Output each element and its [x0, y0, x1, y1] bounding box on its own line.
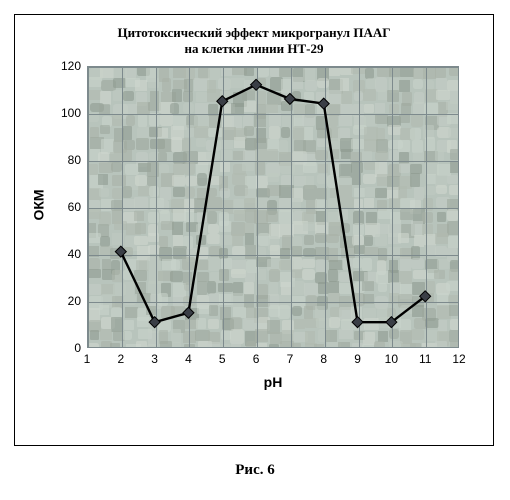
x-tick-label: 11: [419, 352, 431, 366]
y-tick-label: 20: [25, 294, 81, 308]
y-tick-label: 60: [25, 200, 81, 214]
x-tick-label: 1: [84, 352, 91, 366]
y-tick-label: 0: [25, 341, 81, 355]
x-tick-label: 10: [385, 352, 398, 366]
x-tick-label: 7: [287, 352, 294, 366]
data-marker: [284, 93, 295, 104]
x-tick-label: 2: [117, 352, 124, 366]
chart-area: ОКМ 020406080100120 123456789101112 pH: [31, 66, 477, 414]
x-tick-label: 3: [151, 352, 158, 366]
figure-caption: Рис. 6: [0, 462, 510, 479]
y-tick-label: 40: [25, 247, 81, 261]
x-tick-labels: 123456789101112: [87, 348, 459, 368]
x-tick-label: 6: [253, 352, 260, 366]
x-tick-label: 8: [320, 352, 327, 366]
data-marker: [217, 95, 228, 106]
chart-frame: Цитотоксический эффект микрогранул ПААГ …: [14, 14, 494, 446]
x-tick-label: 4: [185, 352, 192, 366]
data-line: [121, 84, 425, 321]
plot-region: [87, 66, 459, 348]
x-tick-label: 12: [452, 352, 465, 366]
chart-title-line2: на клетки линии НТ-29: [184, 41, 323, 56]
x-tick-label: 5: [219, 352, 226, 366]
chart-title: Цитотоксический эффект микрогранул ПААГ …: [31, 25, 477, 58]
x-tick-label: 9: [354, 352, 361, 366]
x-axis-label: pH: [264, 374, 283, 390]
data-marker: [115, 246, 126, 257]
chart-title-line1: Цитотоксический эффект микрогранул ПААГ: [117, 25, 390, 40]
y-tick-label: 100: [25, 106, 81, 120]
y-tick-label: 80: [25, 153, 81, 167]
y-tick-labels: 020406080100120: [31, 66, 87, 348]
data-marker: [318, 98, 329, 109]
data-layer: [87, 66, 459, 348]
data-marker: [183, 307, 194, 318]
data-marker: [352, 316, 363, 327]
y-tick-label: 120: [25, 59, 81, 73]
data-marker: [251, 79, 262, 90]
data-marker: [149, 316, 160, 327]
